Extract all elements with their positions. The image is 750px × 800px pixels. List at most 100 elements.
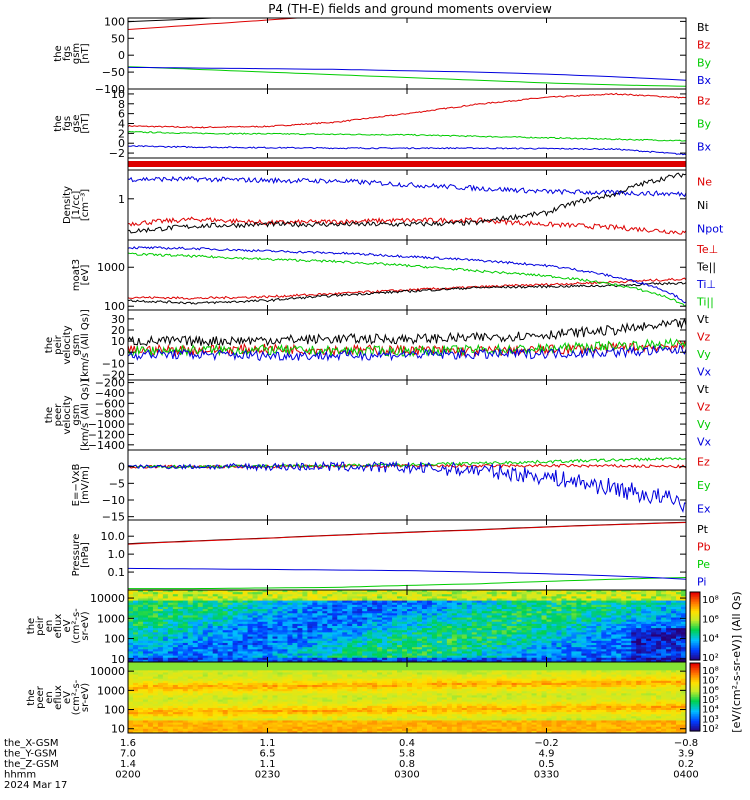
spectrogram-cell: [187, 596, 194, 600]
spectrogram-cell: [621, 596, 627, 600]
spectrogram-cell: [461, 655, 468, 659]
spectrogram-cell: [207, 672, 214, 676]
spectrogram-cell: [192, 619, 199, 623]
spectrogram-cell: [327, 596, 333, 600]
spectrogram-cell: [511, 619, 518, 623]
spectrogram-cell: [277, 619, 284, 623]
spectrogram-cell: [631, 596, 637, 600]
spectrogram-cell: [167, 657, 174, 661]
spectrogram-cell: [566, 617, 573, 621]
spectrogram-cell: [501, 594, 508, 597]
spectrogram-cell: [466, 636, 473, 640]
spectrogram-cell: [207, 647, 214, 650]
spectrogram-cell: [172, 664, 179, 667]
spectrogram-cell: [416, 621, 423, 625]
spectrogram-cell: [147, 653, 154, 657]
spectrogram-cell: [446, 630, 453, 633]
spectrogram-cell: [317, 653, 323, 657]
spectrogram-cell: [372, 662, 378, 665]
spectrogram-cell: [322, 611, 328, 614]
spectrogram-cell: [232, 615, 239, 619]
spectrogram-cell: [586, 621, 592, 625]
spectrogram-cell: [636, 621, 642, 625]
spectrogram-cell: [277, 632, 284, 636]
spectrogram-cell: [551, 617, 558, 621]
spectrogram-cell: [337, 647, 343, 650]
y-tick-label: 50: [111, 32, 125, 45]
spectrogram-cell: [377, 657, 383, 661]
spectrogram-cell: [486, 638, 493, 642]
spectrogram-cell: [128, 594, 134, 597]
spectrogram-cell: [426, 623, 433, 627]
spectrogram-cell: [182, 674, 189, 678]
spectrogram-cell: [486, 632, 493, 636]
spectrogram-cell: [152, 613, 159, 617]
spectrogram-cell: [297, 670, 303, 674]
spectrogram-cell: [521, 596, 528, 600]
spectrogram-cell: [332, 621, 338, 625]
spectrogram-cell: [327, 628, 333, 631]
spectrogram-cell: [137, 594, 144, 597]
spectrogram-cell: [451, 647, 458, 650]
spectrogram-cell: [372, 626, 378, 629]
spectrogram-cell: [128, 611, 134, 614]
spectrogram-cell: [337, 592, 343, 595]
spectrogram-cell: [372, 604, 378, 608]
spectrogram-cell: [332, 613, 338, 617]
spectrogram-cell: [636, 632, 642, 636]
spectrogram-cell: [641, 670, 647, 674]
y-tick-label: −20: [102, 368, 125, 381]
spectrogram-cell: [387, 604, 393, 608]
spectrogram-cell: [162, 640, 169, 644]
spectrogram-cell: [327, 611, 333, 614]
spectrogram-cell: [312, 649, 318, 653]
spectrogram-cell: [641, 634, 647, 638]
spectrogram-cell: [352, 640, 358, 644]
spectrogram-cell: [591, 642, 597, 646]
spectrogram-cell: [172, 640, 179, 644]
spectrogram-cell: [312, 628, 318, 631]
spectrogram-cell: [666, 632, 672, 636]
spectrogram-cell: [332, 630, 338, 633]
spectrogram-cell: [416, 619, 423, 623]
spectrogram-cell: [481, 611, 488, 614]
spectrogram-cell: [491, 649, 498, 653]
spectrogram-cell: [451, 590, 458, 593]
spectrogram-cell: [441, 666, 448, 669]
spectrogram-cell: [162, 674, 169, 678]
spectrogram-cell: [217, 590, 224, 593]
spectrogram-cell: [287, 609, 294, 612]
spectrogram-cell: [496, 621, 503, 625]
spectrogram-cell: [237, 657, 244, 661]
spectrogram-cell: [377, 634, 383, 638]
spectrogram-cell: [661, 668, 667, 671]
spectrogram-cell: [581, 634, 587, 638]
spectrogram-cell: [147, 617, 154, 621]
spectrogram-cell: [267, 628, 274, 631]
legend-Pt: Pt: [697, 523, 709, 536]
spectrogram-cell: [262, 590, 269, 593]
spectrogram-cell: [421, 590, 428, 593]
spectrogram-cell: [436, 619, 443, 623]
spectrogram-cell: [362, 602, 368, 606]
spectrogram-cell: [486, 672, 493, 676]
spectrogram-cell: [337, 600, 343, 604]
spectrogram-cell: [626, 628, 632, 631]
spectrogram-cell: [192, 598, 199, 602]
spectrogram-cell: [312, 645, 318, 648]
spectrogram-cell: [676, 626, 682, 629]
spectrogram-cell: [167, 638, 174, 642]
spectrogram-cell: [177, 621, 184, 625]
spectrogram-cell: [327, 672, 333, 676]
spectrogram-cell: [232, 592, 239, 595]
spectrogram-cell: [596, 596, 602, 600]
spectrogram-cell: [317, 621, 323, 625]
spectrogram-cell: [576, 626, 582, 629]
spectrogram-cell: [601, 600, 607, 604]
spectrogram-cell: [531, 596, 538, 600]
spectrogram-cell: [461, 636, 468, 640]
spectrogram-cell: [496, 636, 503, 640]
spectrogram-cell: [471, 653, 478, 657]
spectrogram-cell: [252, 592, 259, 595]
spectrogram-cell: [157, 594, 164, 597]
